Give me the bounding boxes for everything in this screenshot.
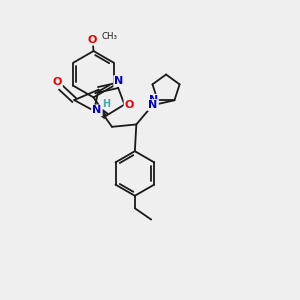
Text: O: O — [52, 77, 62, 87]
Text: N: N — [148, 95, 158, 105]
Text: O: O — [87, 35, 97, 45]
Text: H: H — [102, 99, 110, 109]
Text: N: N — [148, 100, 157, 110]
Text: N: N — [114, 76, 123, 86]
Text: CH₃: CH₃ — [102, 32, 118, 41]
Text: O: O — [124, 100, 134, 110]
Text: N: N — [92, 106, 102, 116]
